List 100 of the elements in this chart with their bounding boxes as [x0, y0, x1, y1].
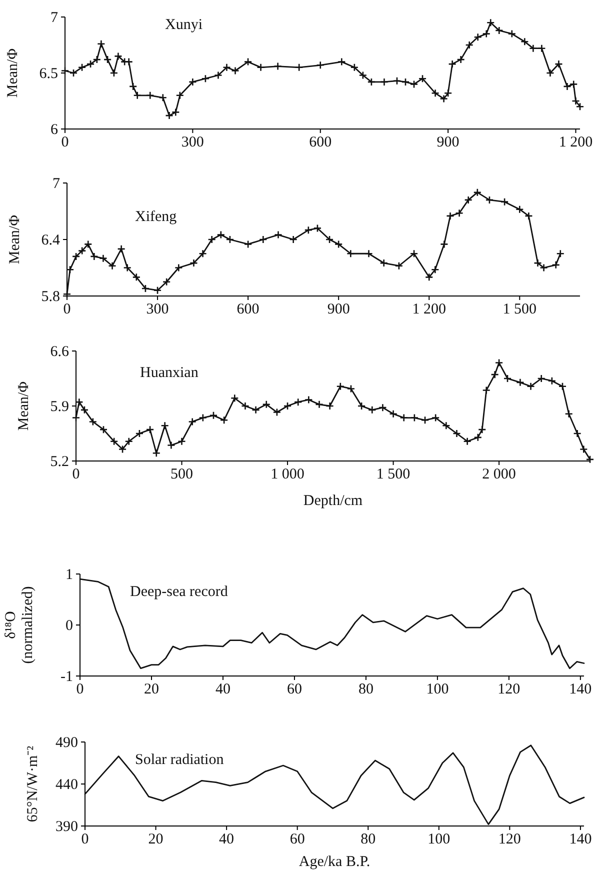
- point: [508, 30, 516, 38]
- point: [552, 260, 560, 270]
- y-tick-label: 5.9: [50, 398, 69, 415]
- y-tick-label: 7: [50, 10, 58, 26]
- point: [546, 68, 554, 78]
- y-axis-title: 65°N/W·m⁻²: [25, 745, 41, 822]
- y-tick-label: -1: [60, 668, 73, 685]
- y-tick-label: 6.6: [50, 344, 70, 360]
- point: [538, 44, 546, 53]
- point: [198, 249, 207, 258]
- point: [118, 445, 127, 454]
- x-tick-label: 20: [144, 682, 159, 698]
- point: [500, 198, 509, 206]
- y-tick-label: 5.8: [41, 288, 60, 305]
- x-tick-label: 600: [236, 302, 260, 318]
- point: [108, 262, 116, 270]
- point: [304, 396, 313, 404]
- point: [117, 244, 126, 254]
- point: [110, 68, 118, 78]
- point: [174, 264, 183, 272]
- point: [586, 455, 594, 464]
- y-axis-title: δ¹⁸O (normalized): [3, 586, 36, 664]
- point: [410, 414, 419, 422]
- point: [230, 394, 239, 402]
- point: [162, 278, 171, 286]
- point: [526, 382, 535, 391]
- point: [272, 408, 282, 416]
- x-tick-label: 100: [428, 832, 450, 848]
- x-tick-label: 100: [426, 682, 449, 698]
- point: [97, 40, 106, 48]
- point: [198, 414, 208, 422]
- point: [283, 402, 292, 410]
- point: [178, 437, 186, 446]
- x-tick-label: 300: [181, 134, 204, 151]
- point: [350, 63, 359, 72]
- y-tick-label: 1: [66, 566, 73, 583]
- point: [474, 433, 482, 442]
- point: [252, 406, 260, 414]
- point: [72, 252, 80, 261]
- x-tick-label: 500: [170, 466, 194, 483]
- point: [99, 254, 108, 262]
- x-tick-label: 600: [309, 134, 332, 151]
- point: [357, 402, 366, 410]
- point: [455, 208, 464, 218]
- point: [380, 78, 388, 86]
- point: [201, 74, 210, 83]
- point: [564, 410, 573, 418]
- point: [99, 425, 108, 434]
- point: [474, 33, 482, 42]
- x-tick-label: 60: [286, 682, 302, 698]
- point: [569, 80, 578, 88]
- point: [482, 30, 491, 38]
- point: [410, 80, 418, 88]
- y-tick-label: 6.4: [41, 232, 60, 248]
- y-tick-label: 440: [56, 776, 78, 793]
- line-series: [79, 578, 585, 670]
- point: [208, 235, 216, 244]
- x-tick-label: 120: [498, 682, 520, 698]
- point: [326, 402, 334, 410]
- point: [368, 406, 376, 414]
- point: [490, 370, 499, 379]
- x-axis-title: Depth/cm: [303, 493, 363, 509]
- point: [558, 382, 567, 391]
- text: Solar radiation: [135, 752, 224, 768]
- point: [389, 410, 398, 418]
- point: [153, 286, 162, 294]
- point: [258, 235, 268, 244]
- x-tick-label: 900: [436, 134, 460, 151]
- point: [231, 66, 240, 75]
- text: Xifeng: [135, 209, 178, 225]
- point: [69, 68, 78, 78]
- point: [336, 382, 345, 391]
- x-tick-label: 20: [148, 832, 164, 848]
- point: [92, 55, 102, 64]
- point: [548, 376, 556, 386]
- point: [367, 78, 376, 86]
- point: [452, 429, 461, 438]
- point: [482, 386, 491, 394]
- point: [358, 71, 368, 80]
- point: [135, 429, 144, 438]
- point: [346, 249, 355, 258]
- point: [60, 66, 70, 75]
- y-axis-title: Mean/Φ: [16, 381, 32, 431]
- x-tick-label: 1 200: [558, 134, 593, 151]
- point: [103, 55, 112, 64]
- point: [132, 273, 141, 282]
- point: [313, 224, 322, 232]
- point: [123, 264, 132, 272]
- point: [573, 429, 582, 438]
- point: [378, 403, 387, 412]
- point: [478, 425, 486, 434]
- point: [431, 265, 440, 274]
- point: [524, 212, 533, 220]
- y-tick-label: 390: [56, 818, 78, 835]
- point: [431, 414, 440, 422]
- point: [88, 418, 98, 426]
- point: [84, 240, 92, 248]
- point: [78, 63, 86, 72]
- point: [289, 235, 298, 244]
- y-tick-label: 5.2: [50, 454, 69, 470]
